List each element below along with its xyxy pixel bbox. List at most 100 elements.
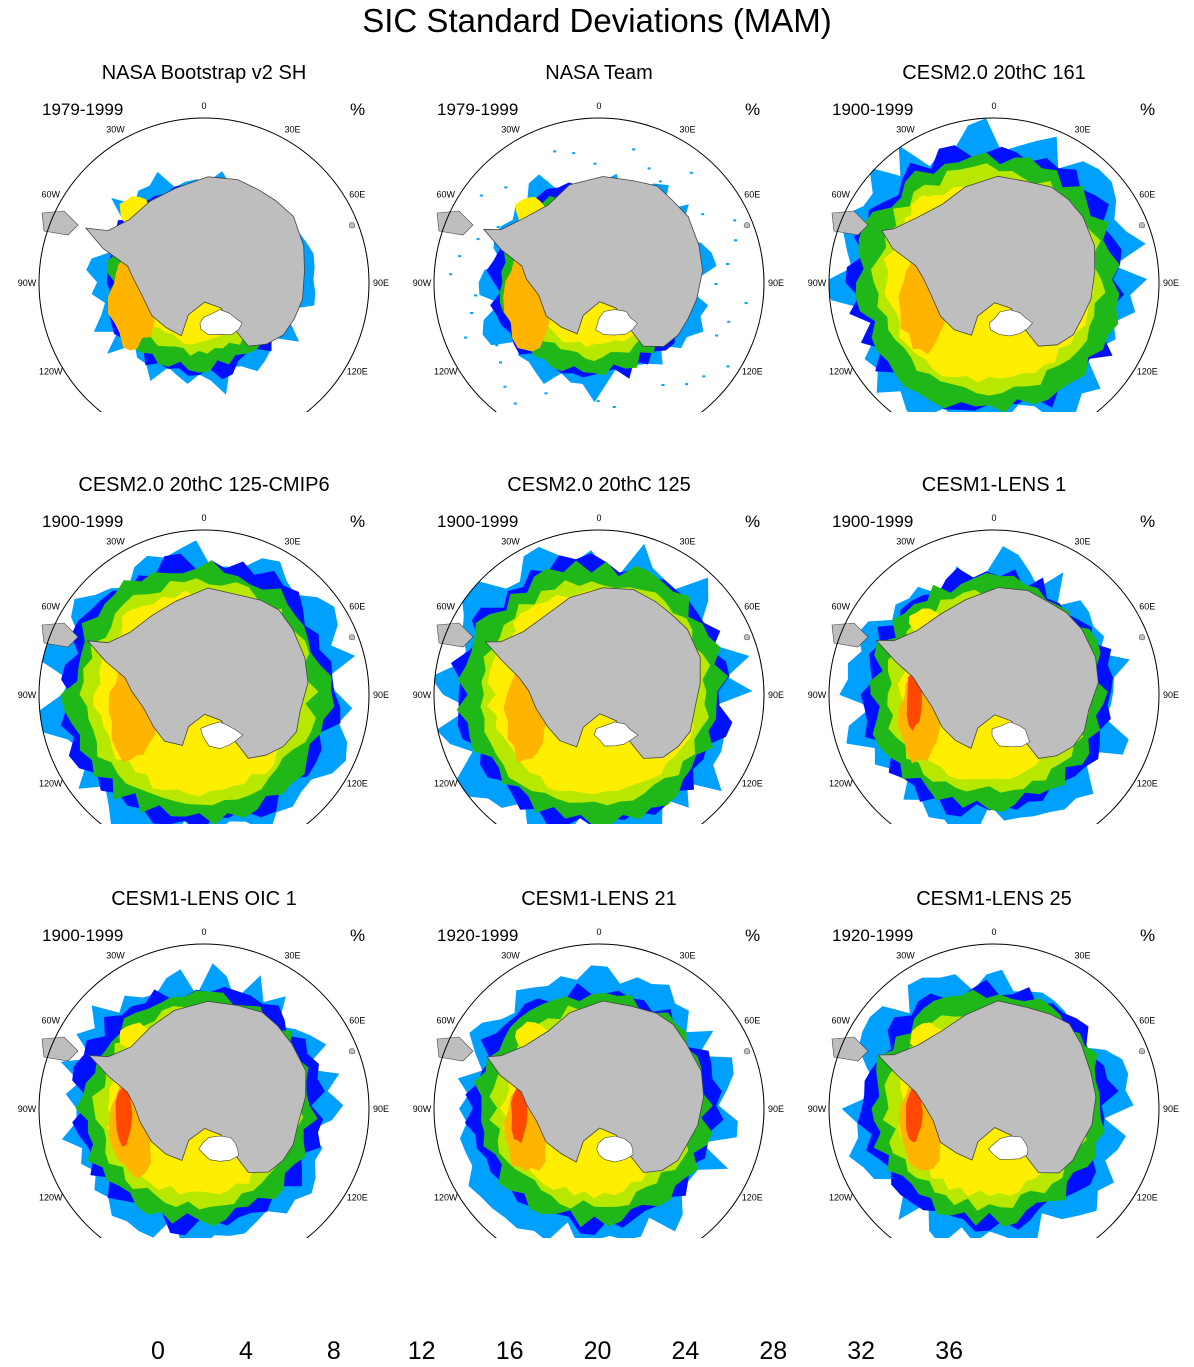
longitude-label: 0 bbox=[596, 927, 601, 937]
map-panel: 030E60E90E120E150E180150W120W90W60W30WCE… bbox=[6, 412, 402, 824]
south-america-tip bbox=[41, 1036, 79, 1062]
antarctica-landmass bbox=[877, 1000, 1097, 1174]
map-boundary-circle bbox=[38, 943, 370, 1238]
map-panel: 030E60E90E120E150E180150W120W90W60W30WCE… bbox=[796, 826, 1192, 1238]
longitude-label: 60E bbox=[744, 1016, 760, 1026]
island bbox=[348, 222, 356, 229]
longitude-label: 30E bbox=[1074, 951, 1090, 961]
sic-speckle bbox=[544, 181, 548, 183]
longitude-label: 120E bbox=[347, 779, 368, 789]
sic-speckle bbox=[726, 365, 730, 368]
longitude-label: 120E bbox=[742, 367, 763, 377]
panel-period: 1979-1999 bbox=[437, 100, 519, 119]
antarctica-landmass bbox=[881, 175, 1096, 347]
polar-stereographic-map: 030E60E90E120E150E180150W120W90W60W30W bbox=[808, 927, 1179, 1238]
map-boundary-circle bbox=[433, 943, 765, 1238]
longitude-label: 0 bbox=[991, 927, 996, 937]
longitude-label: 30W bbox=[106, 537, 125, 547]
sic-hotspot bbox=[905, 1086, 923, 1142]
ice-shelf bbox=[989, 309, 1033, 337]
longitude-label: 90W bbox=[413, 690, 432, 700]
sic-speckle bbox=[513, 402, 517, 405]
south-america-tip bbox=[831, 210, 869, 236]
longitude-label: 120E bbox=[347, 367, 368, 377]
map-boundary-circle bbox=[828, 943, 1160, 1238]
longitude-label: 120E bbox=[1137, 367, 1158, 377]
longitude-label: 30E bbox=[284, 125, 300, 135]
sic-speckle bbox=[661, 384, 665, 386]
panel-title: CESM1-LENS 1 bbox=[921, 474, 1067, 496]
longitude-label: 60E bbox=[1139, 190, 1155, 200]
south-america-tip bbox=[41, 210, 79, 236]
island bbox=[348, 1048, 356, 1055]
panel-title: CESM2.0 20thC 125 bbox=[507, 474, 691, 496]
longitude-label: 120W bbox=[434, 367, 458, 377]
longitude-label: 60W bbox=[41, 190, 60, 200]
longitude-label: 90W bbox=[18, 1104, 37, 1114]
panel-period: 1920-1999 bbox=[832, 926, 914, 945]
longitude-label: 120W bbox=[39, 1193, 63, 1203]
panel-units: % bbox=[1140, 512, 1156, 531]
longitude-label: 120E bbox=[1137, 1193, 1158, 1203]
south-america-tip bbox=[41, 622, 79, 648]
longitude-label: 60E bbox=[1139, 602, 1155, 612]
panel-period: 1979-1999 bbox=[42, 100, 124, 119]
panel-title: CESM1-LENS 25 bbox=[916, 888, 1072, 910]
longitude-label: 60W bbox=[41, 602, 60, 612]
ice-shelf bbox=[988, 1135, 1029, 1160]
longitude-label: 30E bbox=[1074, 125, 1090, 135]
sic-hotspot bbox=[114, 671, 132, 728]
panel-units: % bbox=[745, 100, 761, 119]
south-america-tip bbox=[436, 210, 474, 236]
sic-speckle bbox=[715, 334, 719, 337]
panel-period: 1920-1999 bbox=[437, 926, 519, 945]
longitude-label: 60E bbox=[744, 602, 760, 612]
longitude-label: 90W bbox=[413, 278, 432, 288]
longitude-label: 60W bbox=[436, 190, 455, 200]
longitude-label: 0 bbox=[201, 513, 206, 523]
sic-speckle bbox=[474, 294, 478, 297]
polar-stereographic-map: 030E60E90E120E150E180150W120W90W60W30W bbox=[413, 101, 784, 412]
longitude-label: 0 bbox=[201, 927, 206, 937]
sic-speckle bbox=[744, 302, 748, 305]
longitude-label: 120W bbox=[39, 367, 63, 377]
map-boundary-circle bbox=[828, 117, 1160, 412]
sic-speckle bbox=[647, 167, 651, 170]
longitude-label: 120E bbox=[742, 1193, 763, 1203]
longitude-label: 0 bbox=[596, 101, 601, 111]
panel-period: 1900-1999 bbox=[832, 512, 914, 531]
sic-speckle bbox=[504, 186, 508, 189]
longitude-label: 90E bbox=[373, 1104, 389, 1114]
sic-speckle bbox=[470, 312, 474, 314]
longitude-label: 120W bbox=[829, 367, 853, 377]
sic-speckle bbox=[476, 238, 480, 241]
sic-speckle bbox=[449, 273, 453, 276]
ice-shelf bbox=[200, 721, 244, 749]
antarctica-landmass bbox=[88, 1000, 307, 1173]
longitude-label: 120W bbox=[39, 779, 63, 789]
longitude-label: 60W bbox=[831, 602, 850, 612]
sic-speckle bbox=[499, 361, 502, 364]
island bbox=[1138, 222, 1146, 229]
ice-shelf bbox=[199, 309, 243, 336]
sic-speckle bbox=[734, 239, 737, 242]
panel-period: 1900-1999 bbox=[437, 512, 519, 531]
sic-speckle bbox=[479, 194, 483, 197]
longitude-label: 60E bbox=[349, 190, 365, 200]
sic-speckle bbox=[733, 219, 737, 222]
panel-period: 1900-1999 bbox=[42, 512, 124, 531]
sic-speckle bbox=[726, 263, 730, 265]
sic-speckle bbox=[593, 162, 597, 165]
sic-speckle bbox=[464, 336, 467, 339]
sic-speckle bbox=[496, 226, 500, 228]
antarctica-landmass bbox=[86, 587, 309, 759]
map-boundary-circle bbox=[38, 529, 370, 824]
longitude-label: 30E bbox=[284, 537, 300, 547]
longitude-label: 90E bbox=[768, 1104, 784, 1114]
panel-title: CESM2.0 20thC 125-CMIP6 bbox=[78, 474, 330, 496]
island bbox=[348, 634, 356, 641]
map-boundary-circle bbox=[828, 529, 1160, 824]
sic-hotspot bbox=[115, 1087, 133, 1147]
longitude-label: 30W bbox=[106, 951, 125, 961]
longitude-label: 30W bbox=[896, 125, 915, 135]
